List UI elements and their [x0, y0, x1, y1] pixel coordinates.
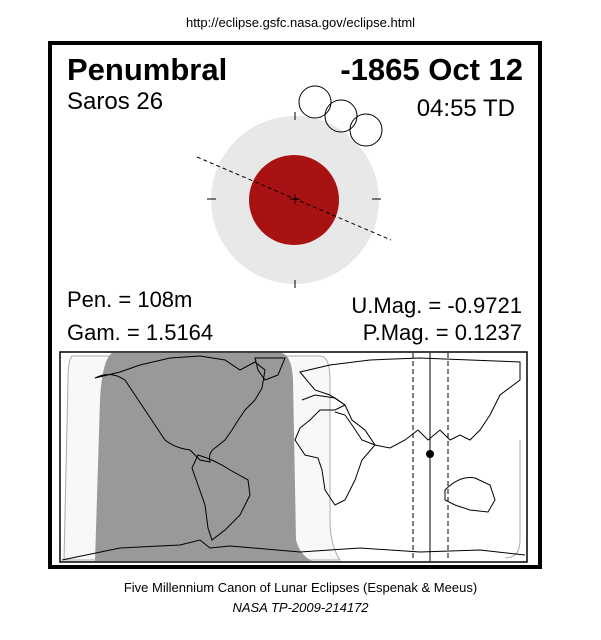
footer-credit: Five Millennium Canon of Lunar Eclipses … [123, 580, 478, 595]
moon-path-line [196, 156, 392, 241]
world-map [59, 351, 528, 563]
penumbral-duration: Pen. = 108m [67, 287, 193, 312]
moon-position-mid [324, 99, 358, 133]
gamma-value: Gam. = 1.5164 [67, 320, 214, 345]
footer-publication: NASA TP-2009-214172 [232, 600, 369, 615]
source-url: http://eclipse.gsfc.nasa.gov/eclipse.htm… [185, 15, 416, 30]
eclipse-type: Penumbral [67, 52, 228, 87]
coastlines [61, 355, 526, 561]
eclipse-time: 04:55 TD [416, 95, 515, 122]
moon-position-end [349, 113, 383, 147]
eclipse-frame [48, 41, 542, 569]
moon-positions [298, 85, 383, 147]
umbral-magnitude: U.Mag. = -0.9721 [351, 293, 522, 318]
eclipse-date: -1865 Oct 12 [340, 52, 523, 87]
saros-number: Saros 26 [67, 88, 164, 115]
moon-position-start [298, 85, 332, 119]
greatest-eclipse-point [426, 450, 434, 458]
penumbral-magnitude: P.Mag. = 0.1237 [362, 320, 522, 345]
umbra-disc [249, 155, 339, 245]
penumbral-zone-east [504, 440, 521, 559]
